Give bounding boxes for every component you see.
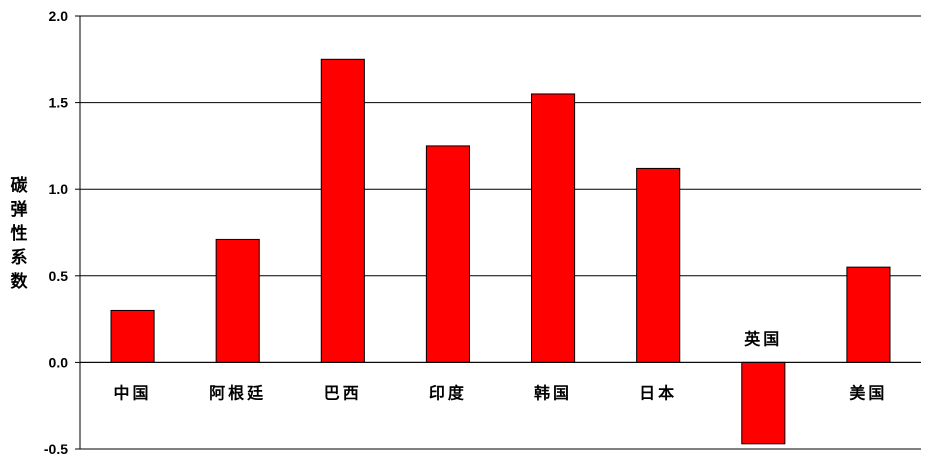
y-tick-label: 0.0 — [49, 354, 69, 370]
bar — [320, 58, 365, 363]
bar — [636, 167, 681, 363]
category-label: 日本 — [639, 383, 677, 402]
category-label: 美国 — [849, 383, 887, 402]
y-axis-label: 碳弹性系数 — [11, 175, 29, 292]
y-tick-label: 1.0 — [49, 181, 69, 197]
bar — [215, 238, 260, 363]
category-label: 韩国 — [534, 383, 572, 402]
y-tick-label: -0.5 — [44, 441, 68, 457]
bar — [741, 361, 786, 445]
bars — [110, 58, 891, 445]
category-label: 印度 — [429, 383, 467, 402]
category-label: 中国 — [114, 383, 152, 402]
bar — [531, 93, 576, 363]
bar — [846, 266, 891, 363]
y-axis-tick-labels: 2.0 1.5 1.0 0.5 0.0 -0.5 — [44, 8, 68, 457]
bar — [425, 145, 470, 363]
grid-lines — [75, 15, 921, 450]
category-label: 英国 — [743, 329, 782, 348]
y-tick-label: 1.5 — [49, 95, 69, 111]
y-tick-label: 0.5 — [49, 268, 69, 284]
category-label: 巴西 — [324, 383, 362, 402]
bar — [110, 309, 155, 363]
y-tick-label: 2.0 — [49, 8, 69, 24]
category-label: 阿根廷 — [209, 383, 266, 402]
